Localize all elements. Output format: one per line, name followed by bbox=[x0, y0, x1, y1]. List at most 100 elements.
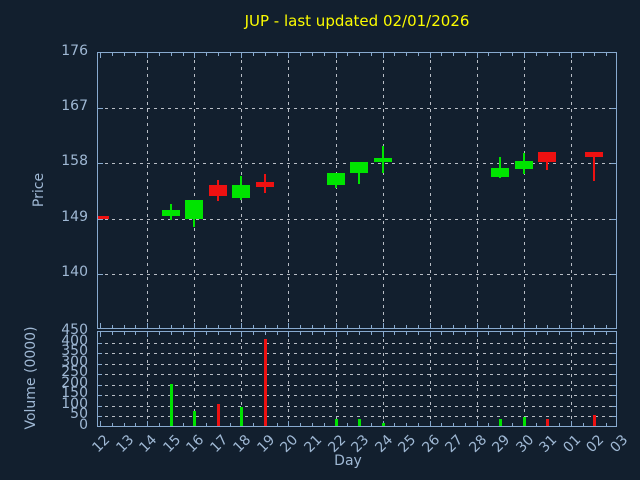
volume-vgridline bbox=[147, 332, 149, 426]
x-axis-tick bbox=[370, 325, 372, 328]
x-axis-tick bbox=[382, 332, 384, 337]
volume-axis-tick bbox=[98, 405, 102, 407]
x-axis-tick bbox=[523, 53, 525, 58]
x-axis-tick bbox=[311, 325, 313, 328]
x-axis-tick bbox=[206, 53, 208, 56]
candle-body-day-29 bbox=[491, 168, 510, 178]
x-tick-label: 03 bbox=[607, 432, 632, 456]
x-axis-tick bbox=[253, 325, 255, 328]
x-axis-tick bbox=[241, 323, 243, 328]
x-axis-tick bbox=[123, 332, 125, 335]
x-axis-tick bbox=[100, 421, 102, 426]
x-tick-label: 19 bbox=[254, 432, 279, 456]
volume-vgridline bbox=[335, 332, 337, 426]
x-axis-tick bbox=[170, 53, 172, 56]
price-gridline bbox=[98, 218, 616, 220]
x-axis-tick bbox=[123, 325, 125, 328]
x-axis-tick bbox=[476, 421, 478, 426]
x-axis-tick bbox=[417, 332, 419, 335]
x-axis-tick bbox=[335, 53, 337, 58]
x-axis-tick bbox=[476, 53, 478, 58]
x-axis-tick bbox=[453, 423, 455, 426]
volume-tick-label: 150 bbox=[61, 385, 88, 402]
price-vgridline bbox=[147, 53, 149, 328]
x-axis-tick bbox=[253, 53, 255, 56]
x-tick-label: 25 bbox=[395, 432, 420, 456]
x-axis-tick bbox=[359, 53, 361, 56]
price-vgridline bbox=[570, 53, 572, 328]
candle-wick-day-02 bbox=[593, 152, 596, 181]
volume-tick-label: 300 bbox=[61, 353, 88, 370]
x-axis-tick bbox=[523, 323, 525, 328]
x-axis-tick bbox=[559, 325, 561, 328]
x-axis-tick bbox=[476, 323, 478, 328]
x-axis-tick bbox=[159, 325, 161, 328]
x-tick-label: 31 bbox=[536, 432, 561, 456]
x-axis-tick bbox=[335, 332, 337, 337]
candle-body-day-02 bbox=[585, 152, 604, 157]
volume-axis-tick bbox=[612, 384, 616, 386]
x-axis-tick bbox=[464, 53, 466, 56]
x-axis-tick bbox=[206, 332, 208, 335]
x-axis-tick bbox=[429, 53, 431, 58]
chart-title: JUP - last updated 02/01/2026 bbox=[244, 12, 470, 30]
x-axis-tick bbox=[570, 323, 572, 328]
candle-body-day-30 bbox=[514, 160, 533, 169]
volume-gridline bbox=[98, 374, 616, 376]
candle-body-day-12 bbox=[98, 215, 110, 220]
x-axis-tick bbox=[511, 332, 513, 335]
x-axis-tick bbox=[323, 332, 325, 335]
price-panel bbox=[97, 52, 617, 329]
x-tick-label: 15 bbox=[160, 432, 185, 456]
candle-body-day-19 bbox=[255, 182, 274, 187]
x-tick-label: 27 bbox=[442, 432, 467, 456]
volume-gridline bbox=[98, 405, 616, 407]
x-axis-tick bbox=[147, 323, 149, 328]
volume-tick-label: 450 bbox=[61, 322, 88, 338]
volume-tick-label: 0 bbox=[79, 417, 88, 433]
price-axis-tick bbox=[611, 163, 616, 165]
volume-axis-tick bbox=[98, 353, 102, 355]
x-axis-tick bbox=[406, 53, 408, 56]
volume-axis-tick bbox=[98, 342, 102, 344]
x-axis-tick bbox=[394, 423, 396, 426]
x-axis-tick bbox=[453, 53, 455, 56]
x-tick-label: 13 bbox=[113, 432, 138, 456]
x-axis-tick bbox=[464, 332, 466, 335]
x-axis-tick bbox=[370, 53, 372, 56]
x-axis-tick bbox=[606, 423, 608, 426]
x-axis-tick bbox=[488, 325, 490, 328]
volume-bar-day-19 bbox=[263, 339, 267, 426]
x-axis-tick bbox=[276, 325, 278, 328]
price-tick-label: 176 bbox=[61, 43, 88, 59]
x-axis-tick bbox=[464, 423, 466, 426]
x-axis-tick bbox=[288, 323, 290, 328]
price-axis-tick bbox=[611, 218, 616, 220]
x-axis-tick bbox=[323, 53, 325, 56]
volume-tick-label: 250 bbox=[61, 364, 88, 381]
x-axis-tick bbox=[559, 53, 561, 56]
x-axis-tick bbox=[382, 53, 384, 58]
x-axis-tick bbox=[594, 53, 596, 56]
price-tick-label: 158 bbox=[61, 153, 88, 170]
x-axis-tick bbox=[488, 53, 490, 56]
x-axis-tick bbox=[264, 332, 266, 335]
price-vgridline bbox=[288, 53, 290, 328]
x-axis-tick bbox=[194, 332, 196, 337]
x-axis-tick bbox=[323, 325, 325, 328]
price-axis-label: Price bbox=[31, 172, 47, 208]
x-axis-tick bbox=[264, 325, 266, 328]
volume-bar-day-30 bbox=[522, 417, 526, 426]
volume-gridline bbox=[98, 395, 616, 397]
price-axis-tick bbox=[98, 163, 103, 165]
volume-gridline bbox=[98, 416, 616, 418]
x-axis-tick bbox=[111, 423, 113, 426]
x-axis-tick bbox=[429, 332, 431, 337]
x-axis-tick bbox=[441, 325, 443, 328]
x-axis-tick bbox=[347, 423, 349, 426]
volume-tick-label: 400 bbox=[61, 332, 88, 349]
volume-axis-tick bbox=[612, 405, 616, 407]
x-axis-tick bbox=[570, 332, 572, 337]
x-axis-tick bbox=[582, 53, 584, 56]
